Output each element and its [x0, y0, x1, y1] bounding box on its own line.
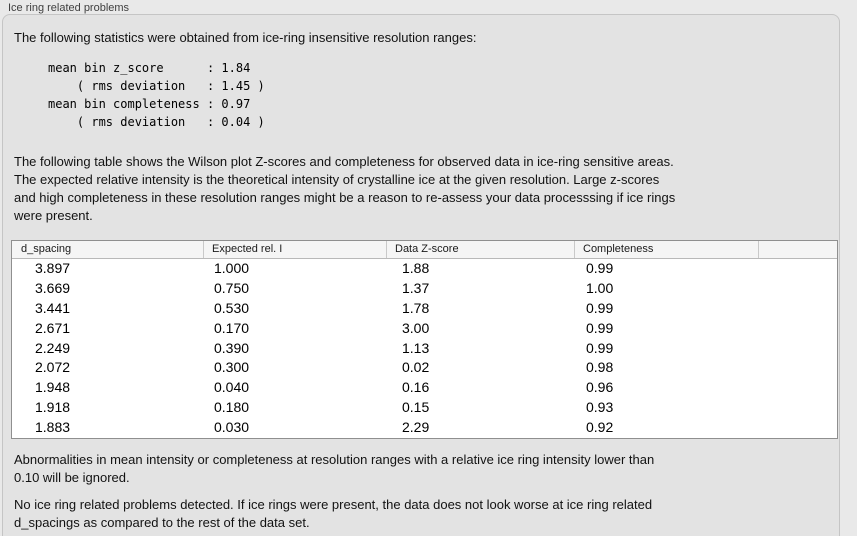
- table-cell: 2.671: [35, 319, 71, 336]
- table-cell: 0.99: [586, 260, 614, 276]
- stats-intro-text: The following statistics were obtained f…: [14, 30, 477, 45]
- column-header-3[interactable]: Completeness: [574, 241, 758, 258]
- conclusion-line: d_spacings as compared to the rest of th…: [14, 515, 310, 531]
- table-cell: [758, 358, 837, 378]
- table-row[interactable]: 3.441 0.530 1.78 0.99: [12, 298, 837, 319]
- table-cell: 0.99: [586, 339, 614, 356]
- table-description-line: and high completeness in these resolutio…: [14, 190, 676, 205]
- table-cell: 0.15: [402, 399, 430, 416]
- table-cell: [758, 418, 837, 438]
- column-header-0[interactable]: d_spacing: [21, 243, 72, 255]
- table-row[interactable]: 3.669 0.750 1.37 1.00: [12, 278, 837, 299]
- table-cell: 2.29: [402, 419, 430, 436]
- table-cell: 0.99: [586, 319, 614, 336]
- table-cell: [758, 259, 837, 279]
- conclusion-text: No ice ring related problems detected. I…: [14, 496, 839, 532]
- column-header-1[interactable]: Expected rel. I: [203, 241, 386, 258]
- table-cell: 0.030: [214, 419, 250, 436]
- ice-ring-groupbox: The following statistics were obtained f…: [2, 14, 840, 536]
- table-cell: 0.040: [214, 379, 250, 396]
- table-cell: 0.390: [214, 339, 250, 356]
- table-cell: 1.78: [402, 299, 430, 316]
- table-cell: 1.918: [35, 399, 71, 416]
- table-cell: 3.00: [402, 319, 430, 336]
- column-header-2[interactable]: Data Z-score: [386, 241, 574, 258]
- table-row[interactable]: 1.918 0.180 0.15 0.93: [12, 398, 837, 419]
- table-cell: 2.072: [35, 359, 71, 376]
- ice-ring-table: d_spacing Expected rel. I Data Z-score Comp…: [11, 240, 838, 440]
- table-cell: [758, 378, 837, 398]
- ignore-note-line: 0.10 will be ignored.: [14, 470, 130, 486]
- table-row[interactable]: 2.249 0.390 1.13 0.99: [12, 338, 837, 359]
- table-cell: 1.883: [35, 419, 71, 436]
- table-cell: 1.37: [402, 279, 430, 296]
- table-cell: 0.93: [586, 399, 614, 416]
- table-cell: 1.948: [35, 379, 71, 396]
- table-description-line: were present.: [14, 208, 93, 223]
- table-description: The following table shows the Wilson plo…: [14, 153, 839, 225]
- table-cell: 3.669: [35, 279, 71, 296]
- table-row[interactable]: 1.948 0.040 0.16 0.96: [12, 378, 837, 399]
- table-cell: 0.750: [214, 279, 250, 296]
- table-cell: 2.249: [35, 339, 71, 356]
- table-cell: 0.170: [214, 319, 250, 336]
- table-description-line: The expected relative intensity is the t…: [14, 172, 660, 187]
- table-cell: 3.897: [35, 260, 71, 276]
- table-cell: [758, 398, 837, 418]
- table-body: 3.897 1.000 1.88 0.99 3.669 0.750 1.37 1.00 3.44…: [12, 259, 837, 439]
- table-cell: [758, 319, 837, 339]
- table-cell: 0.180: [214, 399, 250, 416]
- table-row[interactable]: 2.671 0.170 3.00 0.99: [12, 318, 837, 339]
- table-cell: 1.88: [402, 260, 430, 276]
- conclusion-line: No ice ring related problems detected. I…: [14, 497, 653, 513]
- ignore-note: Abnormalities in mean intensity or compl…: [14, 451, 839, 487]
- table-cell: [758, 339, 837, 359]
- groupbox-title: Ice ring related problems: [8, 2, 130, 14]
- table-cell: [758, 279, 837, 299]
- table-cell: 0.92: [586, 419, 614, 436]
- table-cell: 0.530: [214, 299, 250, 316]
- table-cell: 0.02: [402, 359, 430, 376]
- stats-summary-block: mean bin z_score : 1.84 ( rms deviation …: [48, 61, 265, 129]
- ignore-note-line: Abnormalities in mean intensity or compl…: [14, 452, 655, 468]
- table-cell: 1.00: [586, 279, 614, 296]
- table-cell: 0.300: [214, 359, 250, 376]
- column-header-4[interactable]: [758, 241, 837, 258]
- table-description-line: The following table shows the Wilson plo…: [14, 154, 674, 169]
- table-header-row: d_spacing Expected rel. I Data Z-score Comp…: [12, 241, 837, 259]
- table-cell: [758, 299, 837, 319]
- table-cell: 1.000: [214, 260, 250, 276]
- table-cell: 3.441: [35, 299, 71, 316]
- table-cell: 0.98: [586, 359, 614, 376]
- table-row[interactable]: 2.072 0.300 0.02 0.98: [12, 358, 837, 379]
- table-row[interactable]: 1.883 0.030 2.29 0.92: [12, 418, 837, 439]
- table-cell: 0.96: [586, 379, 614, 396]
- table-cell: 0.16: [402, 379, 430, 396]
- table-cell: 1.13: [402, 339, 430, 356]
- table-row[interactable]: 3.897 1.000 1.88 0.99: [12, 259, 837, 279]
- table-cell: 0.99: [586, 299, 614, 316]
